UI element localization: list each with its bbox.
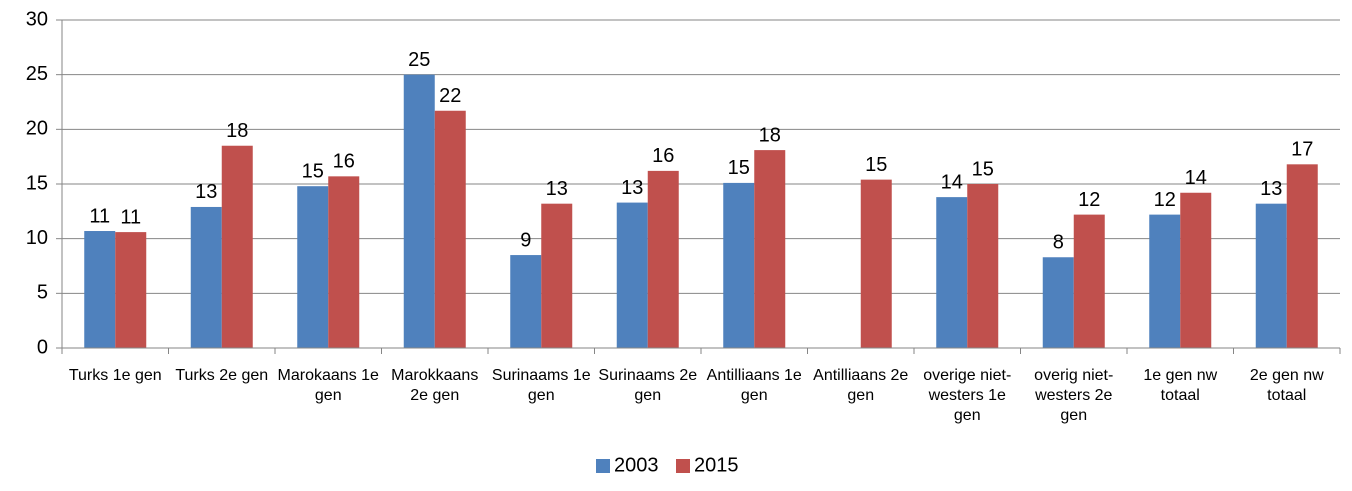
data-label: 15 — [865, 154, 887, 176]
bar — [190, 206, 222, 348]
data-label: 12 — [1078, 189, 1100, 211]
y-tick-label: 10 — [26, 227, 48, 249]
x-tick-label: Surinaams 1e gen — [491, 367, 591, 404]
data-label: 17 — [1291, 139, 1313, 161]
x-tick-label: Turks 2e gen — [175, 367, 269, 384]
x-tick-label: Antilliaans 1e gen — [706, 367, 802, 404]
x-tick-label: overig niet-westers 2e gen — [1034, 367, 1114, 424]
data-label: 11 — [120, 206, 141, 228]
data-label: 14 — [1185, 167, 1207, 189]
bar — [297, 186, 329, 348]
data-label: 18 — [226, 120, 248, 142]
bar — [221, 145, 253, 348]
x-tick-label: overige niet-westers 1e gen — [923, 367, 1012, 424]
bar — [1180, 192, 1212, 348]
bar — [1042, 257, 1074, 348]
legend-label: 2003 — [614, 454, 659, 476]
y-tick-label: 0 — [37, 336, 48, 358]
data-label: 13 — [546, 178, 568, 200]
data-label: 22 — [439, 85, 461, 107]
data-label: 8 — [1053, 232, 1064, 254]
bar — [1255, 203, 1287, 348]
bar — [647, 170, 679, 348]
bar — [754, 150, 786, 348]
bar — [1073, 214, 1105, 348]
data-label: 14 — [941, 171, 963, 193]
data-label: 25 — [408, 49, 430, 71]
y-tick-label: 20 — [26, 118, 48, 140]
data-label: 13 — [195, 181, 217, 203]
bar — [403, 74, 435, 349]
x-tick-label: Marokaans 1e gen — [277, 367, 379, 404]
bar — [1149, 214, 1181, 348]
x-tick-label: Surinaams 2e gen — [598, 367, 698, 404]
bar — [936, 197, 968, 348]
data-label: 16 — [652, 145, 674, 167]
data-label: 15 — [728, 157, 750, 179]
data-label: 15 — [972, 158, 994, 180]
data-label: 9 — [520, 229, 531, 251]
x-tick-label: 1e gen nw totaal — [1143, 367, 1218, 404]
bar — [723, 182, 755, 348]
bar — [541, 203, 573, 348]
bar — [860, 179, 892, 348]
bar — [84, 231, 116, 348]
data-label: 12 — [1154, 189, 1176, 211]
bar — [1286, 164, 1318, 348]
bar — [115, 232, 147, 348]
bar — [510, 255, 542, 348]
data-label: 13 — [621, 177, 643, 199]
x-tick-label: Antilliaans 2e gen — [813, 367, 909, 404]
y-tick-label: 5 — [37, 282, 48, 304]
y-tick-label: 25 — [26, 63, 48, 85]
bar — [328, 176, 360, 348]
data-label: 11 — [89, 205, 110, 227]
x-tick-label: Turks 1e gen — [68, 367, 162, 384]
bar — [967, 184, 999, 348]
x-tick-label: 2e gen nw totaal — [1249, 367, 1324, 404]
data-label: 13 — [1260, 178, 1282, 200]
legend-label: 2015 — [694, 454, 739, 476]
data-label: 18 — [759, 124, 781, 146]
bar — [616, 202, 648, 348]
legend-swatch — [596, 459, 610, 473]
y-tick-label: 30 — [26, 8, 48, 30]
y-tick-label: 15 — [26, 172, 48, 194]
data-label: 16 — [333, 151, 355, 173]
x-tick-label: Marokkaans 2e gen — [391, 367, 479, 404]
bar — [434, 110, 466, 348]
data-label: 15 — [302, 160, 324, 182]
legend-swatch — [676, 459, 690, 473]
